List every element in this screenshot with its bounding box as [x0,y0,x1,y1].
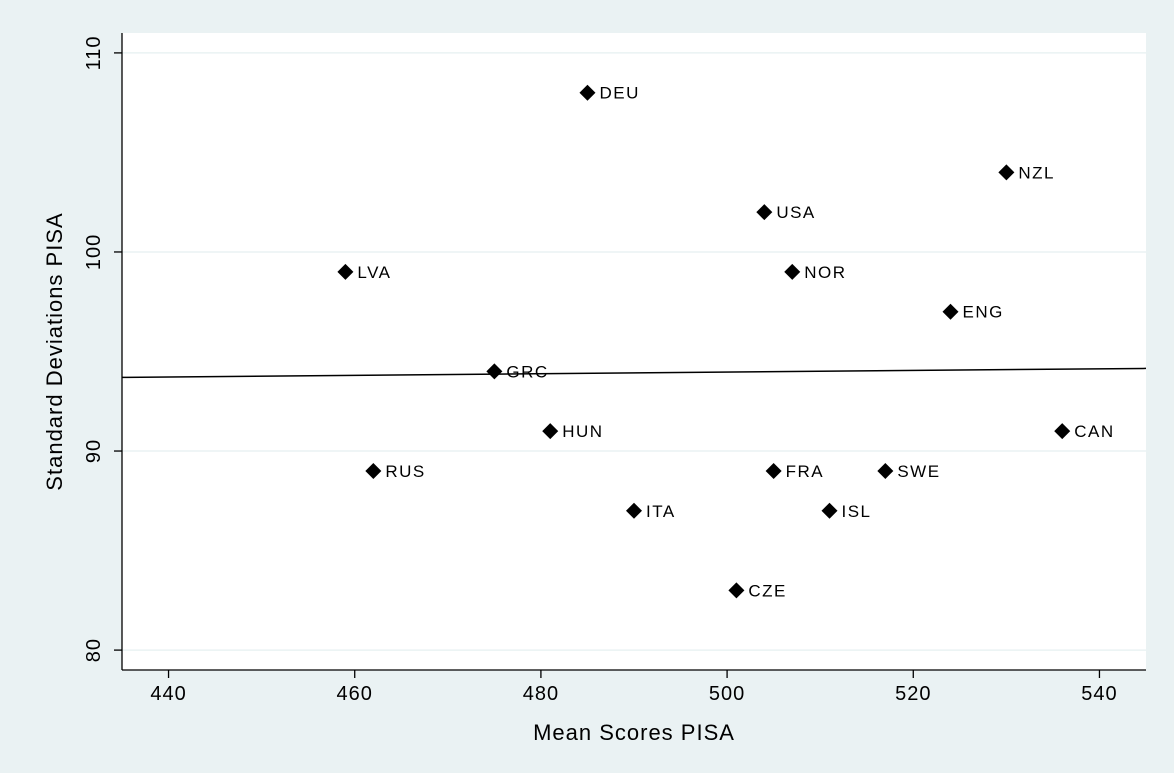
point-marker-usa [756,204,773,221]
point-label-nor: NOR [804,263,846,282]
axes [121,33,1146,671]
grid-lines [122,52,1146,651]
point-label-cze: CZE [748,581,787,600]
y-tick-label: 110 [83,35,105,70]
point-marker-eng [942,303,959,320]
x-tick-label: 460 [337,683,373,705]
x-tick-label: 540 [1081,683,1117,705]
point-label-nzl: NZL [1018,163,1055,182]
point-marker-deu [579,84,596,101]
x-tick-label: 480 [523,683,559,705]
point-label-grc: GRC [506,362,548,381]
point-label-hun: HUN [562,422,603,441]
point-marker-lva [337,263,354,280]
point-label-fra: FRA [786,462,825,481]
point-label-can: CAN [1074,422,1114,441]
point-label-eng: ENG [963,303,1004,322]
ticks: 80 90 100 110 440 460 480 500 520 540 [83,35,1117,705]
point-label-lva: LVA [357,263,391,282]
y-tick-label: 100 [83,234,105,270]
point-marker-nzl [998,164,1015,181]
point-marker-rus [365,462,382,479]
point-marker-nor [784,263,801,280]
point-label-isl: ISL [841,502,871,521]
point-marker-cze [728,582,745,599]
point-marker-isl [821,502,838,519]
plot-area [122,33,1146,670]
x-tick-label: 520 [895,683,931,705]
y-axis-title: Standard Deviations PISA [42,212,67,490]
fit-line [121,367,1147,379]
point-marker-swe [877,462,894,479]
y-tick-label: 80 [83,638,105,662]
data-points: DEU NZL USA LVA NOR ENG GRC HUN CAN RUS FRA SWE ITA I… [337,84,1114,600]
point-marker-fra [765,462,782,479]
point-marker-can [1054,423,1071,440]
point-marker-hun [542,423,559,440]
x-tick-label: 440 [150,683,186,705]
y-tick-label: 90 [83,439,105,463]
point-label-rus: RUS [385,462,425,481]
point-label-swe: SWE [897,462,940,481]
point-label-usa: USA [776,203,815,222]
point-label-deu: DEU [599,84,639,103]
point-marker-ita [626,502,642,519]
point-label-ita: ITA [646,502,676,521]
x-axis-title: Mean Scores PISA [533,720,735,745]
x-tick-label: 500 [709,683,745,705]
point-marker-grc [486,363,503,380]
